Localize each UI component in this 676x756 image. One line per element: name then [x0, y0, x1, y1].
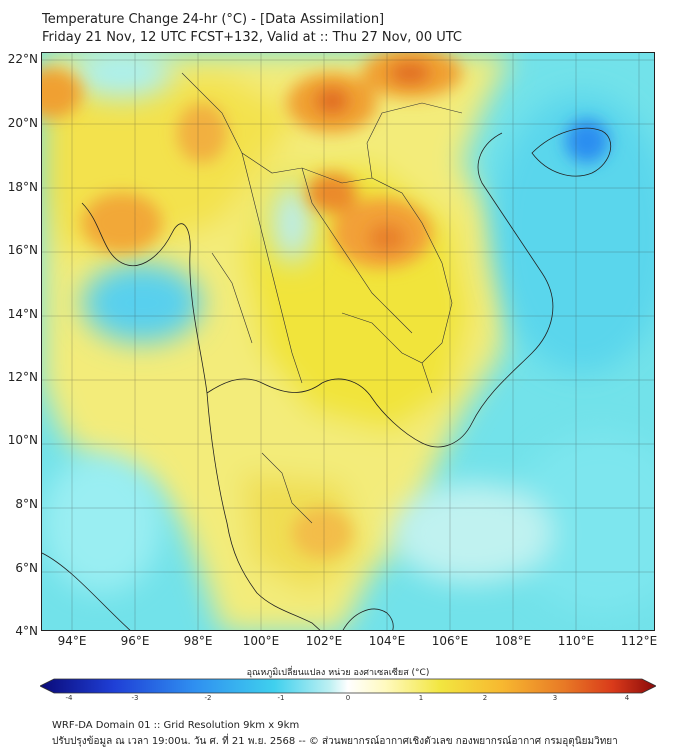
colorbar: [40, 678, 656, 694]
colorbar-tick-neg4: -4: [65, 694, 73, 702]
colorbar-tick-1: 1: [418, 694, 424, 702]
colorbar-tick-2: 2: [482, 694, 488, 702]
gridlines: [42, 53, 654, 630]
coastlines: [42, 127, 612, 630]
lat-label-18: 18°N: [7, 180, 38, 194]
colorbar-label: อุณหภูมิเปลี่ยนแปลง หน่วย องศาเซลเซียส (…: [246, 668, 430, 678]
lon-label-112: 112°E: [620, 634, 658, 648]
lon-label-96: 96°E: [120, 634, 150, 648]
lat-label-22: 22°N: [7, 52, 38, 66]
lon-label-94: 94°E: [57, 634, 87, 648]
colorbar-tick-0: 0: [345, 694, 351, 702]
lat-label-20: 20°N: [7, 116, 38, 130]
footer-domain-info: WRF-DA Domain 01 :: Grid Resolution 9km …: [52, 720, 300, 731]
lon-label-104: 104°E: [368, 634, 406, 648]
lat-label-16: 16°N: [7, 243, 38, 257]
colorbar-tick-neg1: -1: [277, 694, 285, 702]
temperature-change-map: [41, 52, 655, 631]
lon-label-102: 102°E: [305, 634, 343, 648]
lat-label-14: 14°N: [7, 307, 38, 321]
hot-cores: [316, 63, 430, 252]
colorbar-tick-4: 4: [624, 694, 630, 702]
cold-spot: [565, 119, 609, 163]
lat-label-4: 4°N: [15, 624, 38, 638]
lat-label-12: 12°N: [7, 370, 38, 384]
colorbar-tick-neg2: -2: [204, 694, 212, 702]
lon-label-98: 98°E: [183, 634, 213, 648]
lon-label-108: 108°E: [494, 634, 532, 648]
colorbar-tick-neg3: -3: [131, 694, 139, 702]
colorbar-tick-3: 3: [552, 694, 558, 702]
cool-field: [42, 53, 654, 613]
lat-label-10: 10°N: [7, 433, 38, 447]
lon-label-100: 100°E: [242, 634, 280, 648]
lat-label-6: 6°N: [15, 561, 38, 575]
lat-label-8: 8°N: [15, 497, 38, 511]
lon-label-106: 106°E: [431, 634, 469, 648]
colorbar-fill: [40, 678, 656, 694]
borders: [181, 72, 463, 524]
footer-credit: ปรับปรุงข้อมูล ณ เวลา 19:00น. วัน ศ. ที่…: [52, 736, 618, 747]
lon-label-110: 110°E: [557, 634, 595, 648]
map-title: Temperature Change 24-hr (°C) - [Data As…: [42, 12, 385, 27]
map-subtitle: Friday 21 Nov, 12 UTC FCST+132, Valid at…: [42, 30, 462, 45]
map-field-svg: [42, 53, 654, 630]
